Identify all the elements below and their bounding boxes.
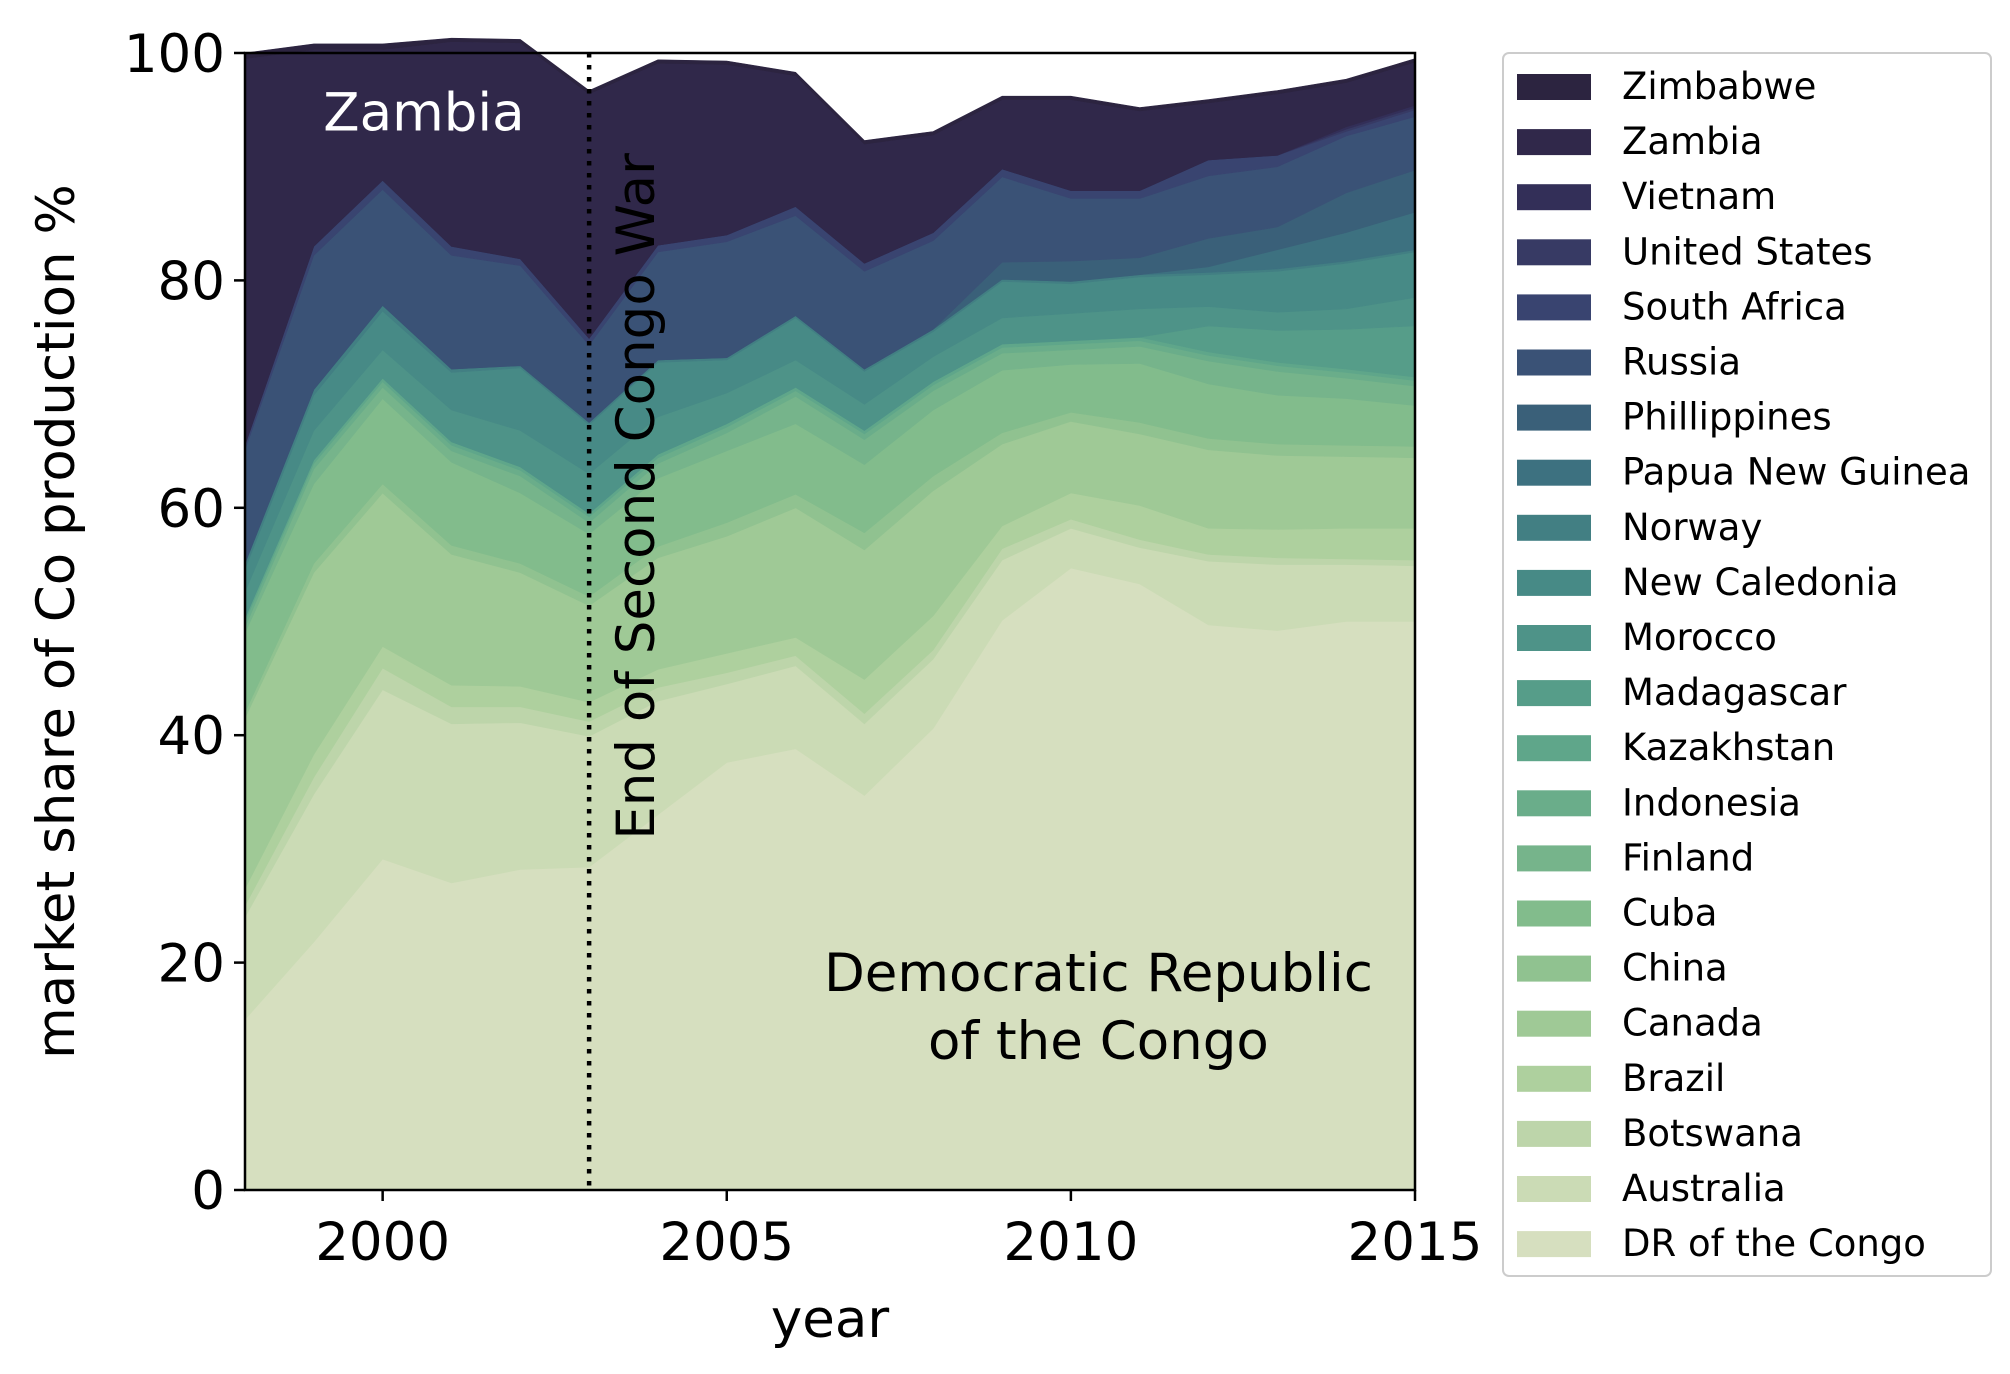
- y-tick-label-40: 40: [158, 706, 225, 767]
- area-series-group: [244, 37, 1416, 1191]
- legend-swatch-morocco: [1517, 625, 1591, 651]
- x-axis-label: year: [771, 1289, 889, 1350]
- y-axis-label: market share of Co production %: [26, 184, 87, 1059]
- legend-label-zimbabwe: Zimbabwe: [1622, 65, 1816, 108]
- legend-swatch-vietnam: [1517, 184, 1591, 211]
- y-tick-label-20: 20: [158, 934, 225, 995]
- legend-label-south-africa: South Africa: [1622, 285, 1847, 328]
- legend-label-canada: Canada: [1622, 1002, 1763, 1045]
- legend-swatch-cuba: [1517, 900, 1591, 927]
- legend-label-dr-of-the-congo: DR of the Congo: [1622, 1222, 1926, 1265]
- legend-label-brazil: Brazil: [1622, 1057, 1725, 1100]
- x-tick-label-2010: 2010: [1003, 1212, 1138, 1273]
- legend-label-china: China: [1622, 947, 1728, 990]
- legend-label-united-states: United States: [1622, 230, 1873, 273]
- legend-swatch-united-states: [1517, 239, 1591, 266]
- annotation-democratic-republic: Democratic Republic: [824, 943, 1373, 1004]
- legend-label-phillippines: Phillippines: [1622, 396, 1832, 439]
- legend-swatch-dr-of-the-congo: [1517, 1231, 1591, 1258]
- legend-swatch-botswana: [1517, 1120, 1591, 1147]
- legend-label-kazakhstan: Kazakhstan: [1622, 726, 1835, 769]
- legend-label-russia: Russia: [1622, 341, 1741, 384]
- legend-label-morocco: Morocco: [1622, 616, 1777, 659]
- legend-swatch-australia: [1517, 1176, 1591, 1202]
- y-tick-label-100: 100: [124, 24, 225, 85]
- x-tick-label-2005: 2005: [659, 1212, 794, 1273]
- legend-label-australia: Australia: [1622, 1167, 1786, 1210]
- legend-label-new-caledonia: New Caledonia: [1622, 561, 1899, 604]
- y-tick-label-60: 60: [158, 479, 225, 540]
- y-tick-label-0: 0: [191, 1161, 225, 1222]
- legend-label-vietnam: Vietnam: [1622, 175, 1776, 218]
- plot-frame: [243, 51, 1417, 1192]
- legend-swatch-russia: [1517, 349, 1591, 376]
- legend-swatch-china: [1517, 955, 1591, 982]
- congo-war-marker-label: End of Second Congo War: [606, 153, 667, 840]
- legend-swatch-kazakhstan: [1517, 735, 1591, 762]
- legend-swatch-phillippines: [1517, 404, 1591, 431]
- legend-swatch-brazil: [1517, 1065, 1591, 1092]
- legend-swatch-zambia: [1517, 129, 1591, 156]
- x-tick-label-2015: 2015: [1348, 1212, 1483, 1273]
- legend-swatch-finland: [1517, 845, 1591, 872]
- legend-label-finland: Finland: [1622, 836, 1754, 879]
- legend-swatch-indonesia: [1517, 790, 1591, 817]
- legend-swatch-south-africa: [1517, 294, 1591, 321]
- legend-label-zambia: Zambia: [1622, 120, 1763, 163]
- annotation-group: Zambia Democratic Republic of the Congo: [323, 82, 1373, 1072]
- legend-label-madagascar: Madagascar: [1622, 671, 1847, 714]
- y-axis-ticks: 0 20 40 60 80 100: [124, 24, 245, 1222]
- legend-swatch-zimbabwe: [1517, 74, 1591, 100]
- legend-swatch-norway: [1517, 514, 1591, 541]
- legend-label-papua-new-guinea: Papua New Guinea: [1622, 451, 1970, 494]
- legend-label-indonesia: Indonesia: [1622, 781, 1801, 824]
- legend-swatch-canada: [1517, 1010, 1591, 1037]
- annotation-zambia: Zambia: [323, 82, 524, 143]
- legend-swatch-papua-new-guinea: [1517, 459, 1591, 486]
- legend: Zimbabwe Zambia Vietnam United States South …: [1502, 52, 1992, 1277]
- legend-label-norway: Norway: [1622, 506, 1762, 549]
- legend-swatch-new-caledonia: [1517, 569, 1591, 596]
- legend-label-cuba: Cuba: [1622, 892, 1717, 935]
- legend-label-botswana: Botswana: [1622, 1112, 1803, 1155]
- annotation-of-the-congo: of the Congo: [928, 1011, 1269, 1072]
- y-tick-label-80: 80: [158, 251, 225, 312]
- legend-swatch-madagascar: [1517, 680, 1591, 707]
- legend-frame: [1502, 52, 1992, 1277]
- x-tick-label-2000: 2000: [315, 1212, 450, 1273]
- x-axis-ticks: 2000 2005 2010 2015: [315, 1190, 1482, 1273]
